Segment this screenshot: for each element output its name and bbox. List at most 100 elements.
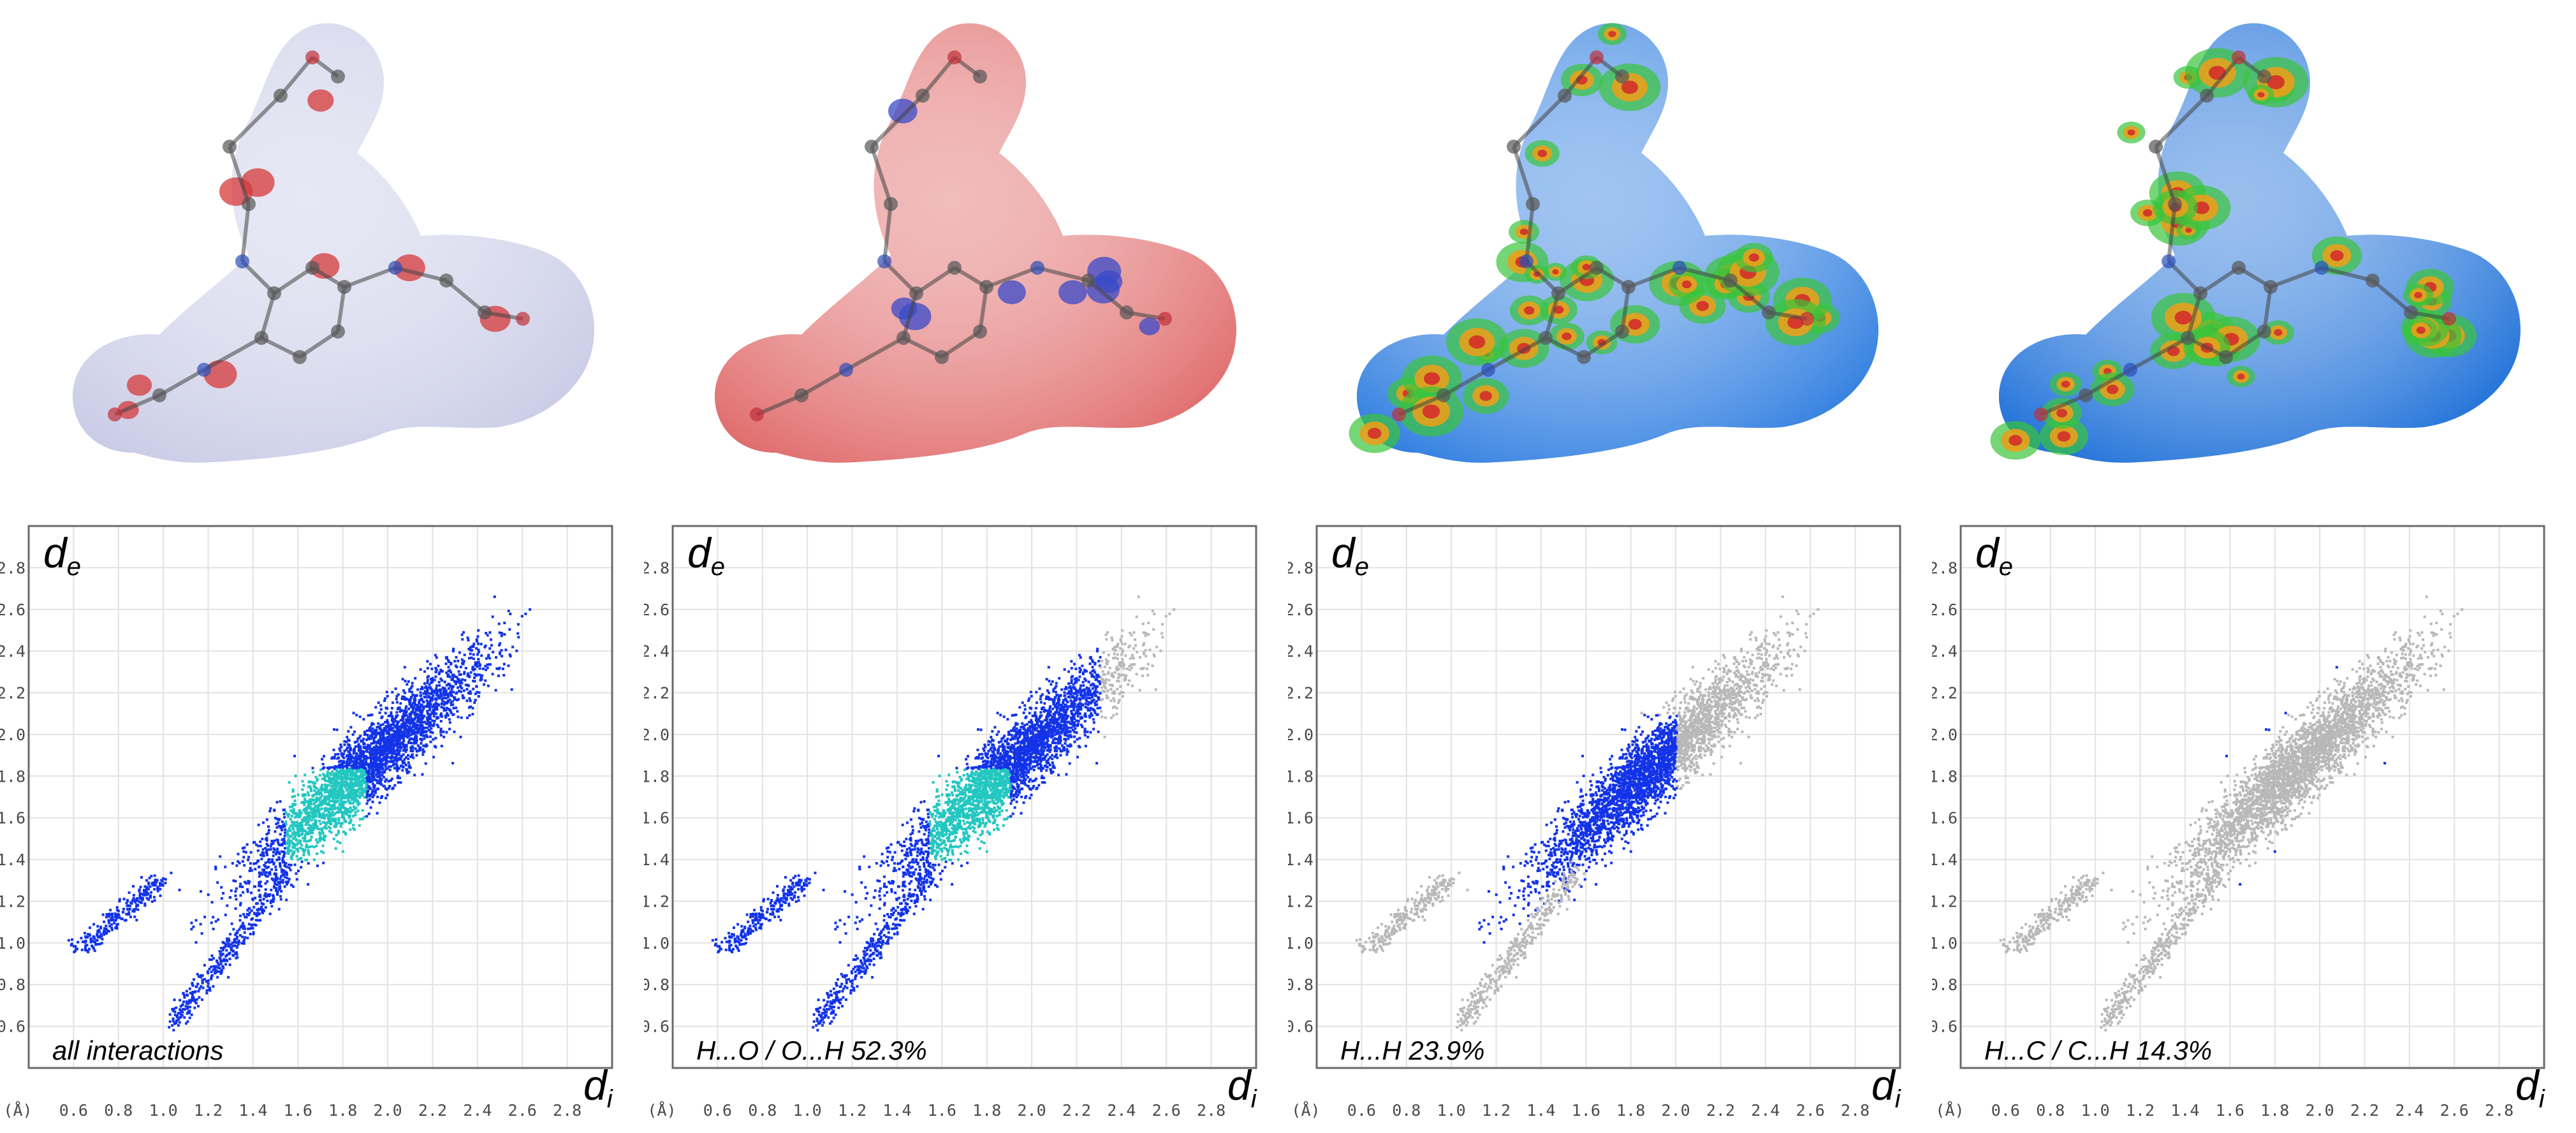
data-point [386,694,389,698]
data-point [265,849,268,852]
data-point [256,902,259,905]
data-point [294,803,297,806]
data-point [404,707,407,710]
data-point [369,793,372,796]
molecule-atom [1800,312,1814,326]
data-point [406,721,409,724]
data-point [458,678,461,681]
data-point [476,691,479,694]
background-point [1119,638,1122,641]
data-point [250,924,253,927]
data-point [398,777,401,780]
data-point [392,786,395,789]
data-point [890,888,893,891]
data-point [360,776,363,779]
data-point [93,940,96,944]
data-point [230,889,233,892]
data-point [318,773,321,777]
data-point [184,1008,187,1011]
data-point [421,731,425,735]
data-point [256,908,259,911]
data-point [420,703,423,706]
data-point [379,760,382,763]
data-point [337,795,340,798]
data-point [175,1006,178,1009]
data-point [101,913,105,916]
data-point [445,671,448,675]
data-point [958,791,962,794]
data-point [208,958,211,961]
data-point [411,710,414,713]
data-point [377,725,381,728]
data-point [333,818,337,821]
data-point [382,733,385,736]
surface-patch-red [1681,280,1692,289]
data-point [340,801,343,805]
data-point [296,869,300,872]
data-point [395,726,399,729]
data-point [265,818,268,821]
data-point [272,851,275,854]
data-point [340,811,344,814]
data-point [286,881,289,884]
data-point [228,957,231,960]
data-point [402,689,405,692]
data-point [313,789,316,792]
molecule-bond [273,266,314,295]
data-point [243,939,246,942]
data-point [400,730,403,733]
data-point [445,706,448,710]
data-point [466,683,469,687]
molecule-atom [750,407,764,421]
data-point [418,724,421,727]
data-point [316,806,319,809]
data-point [954,830,957,833]
data-point [323,808,326,811]
background-point [1112,697,1115,700]
data-point [348,752,351,756]
data-point [344,773,347,776]
data-point [274,868,277,872]
data-point [1051,735,1055,738]
data-point [285,834,288,837]
data-point [399,702,402,705]
data-point [466,636,469,640]
data-point [421,727,425,730]
molecule-bond [1557,266,1598,295]
data-point [412,706,415,709]
data-point [220,970,223,974]
data-point [279,863,282,866]
data-point [337,760,340,763]
data-point [475,638,478,641]
data-point [429,713,432,716]
data-point [264,892,267,895]
data-point [378,727,381,731]
data-point [987,743,990,747]
data-point [168,1020,172,1023]
molecule-atom [223,140,237,154]
data-point [284,831,287,834]
data-point [448,727,451,731]
data-point [488,631,492,634]
molecule-atom [1615,69,1629,84]
data-point [109,913,112,916]
data-point [216,976,219,979]
data-point [324,809,327,812]
data-point [191,990,194,993]
data-point [377,701,380,705]
data-point [106,914,109,917]
data-point [467,672,470,675]
data-point [207,979,210,982]
data-point [347,795,350,798]
data-point [318,789,321,792]
data-point [343,817,346,820]
x-tick-label: 2.0 [373,1101,402,1120]
data-point [305,845,308,849]
data-point [1005,792,1008,795]
data-point [908,847,911,850]
molecule-bond [2269,266,2323,289]
data-point [208,967,211,970]
data-point [457,686,460,689]
data-point [281,838,284,841]
data-point [340,754,344,757]
